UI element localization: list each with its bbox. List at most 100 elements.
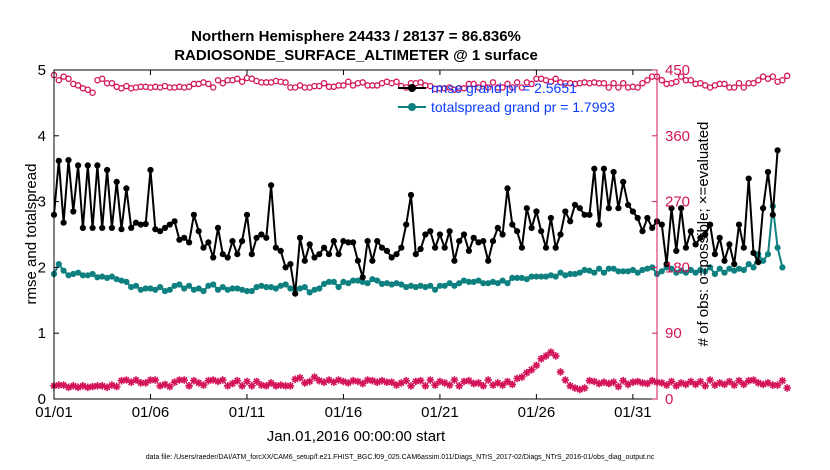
totalspread-point	[147, 285, 154, 292]
rmse-point	[673, 247, 680, 254]
totalspread-point	[137, 286, 144, 293]
y-tick-label: 5	[38, 62, 46, 79]
obs-evaluated-point	[194, 379, 203, 387]
obs-evaluated-point	[436, 377, 444, 386]
x-axis-label: Jan.01,2016 00:00:00 start	[267, 428, 446, 445]
totalspread-point	[480, 280, 487, 287]
totalspread-point	[301, 284, 308, 291]
rmse-point	[518, 244, 526, 251]
obs-evaluated-point	[465, 376, 473, 385]
plot-frame	[53, 69, 658, 400]
obs-evaluated-point	[445, 381, 454, 389]
obs-evaluated-point	[725, 377, 734, 386]
obs-evaluated-point	[305, 377, 314, 386]
obs-evaluated-point	[715, 379, 724, 387]
rmse-point	[678, 205, 685, 212]
obs-evaluated-point	[315, 376, 324, 385]
totalspread-point	[412, 284, 419, 291]
totalspread-point	[248, 288, 255, 295]
obs-evaluated-point	[440, 379, 449, 387]
totalspread-point	[779, 264, 786, 271]
totalspread-point	[456, 280, 463, 287]
rmse-point	[620, 178, 627, 185]
rmse-point	[152, 226, 159, 233]
totalspread-point	[552, 273, 559, 280]
rmse-point	[740, 244, 747, 251]
obs-evaluated-point	[638, 379, 647, 387]
totalspread-point	[200, 288, 207, 295]
totalspread-point	[596, 265, 603, 272]
obs-evaluated-point	[503, 377, 512, 386]
obs-evaluated-point	[590, 377, 599, 386]
obs-evaluated-point	[363, 376, 372, 384]
rmse-point	[132, 219, 140, 226]
totalspread-point	[634, 269, 641, 276]
obs-evaluated-point	[547, 348, 555, 356]
obs-evaluated-point	[624, 380, 632, 389]
rmse-point	[277, 247, 284, 254]
x-tick-label: 01/26	[518, 404, 556, 421]
rmse-point	[176, 236, 183, 243]
y-right-tick-label: 270	[665, 194, 690, 211]
totalspread-point	[514, 274, 521, 281]
totalspread-point	[263, 284, 270, 291]
obs-evaluated-point	[711, 381, 719, 389]
totalspread-point	[489, 278, 497, 285]
totalspread-point	[658, 268, 665, 275]
totalspread-point	[697, 266, 704, 274]
rmse-point	[760, 205, 767, 212]
rmse-point	[721, 257, 728, 264]
obs-evaluated-point	[59, 381, 68, 389]
rmse-point	[499, 231, 506, 238]
totalspread-point	[287, 285, 294, 292]
rmse-point	[407, 191, 415, 199]
totalspread-point	[745, 261, 752, 268]
obs-evaluated-point	[484, 376, 492, 384]
obs-possible-point	[779, 76, 786, 84]
rmse-point	[644, 214, 651, 222]
totalspread-point	[499, 277, 506, 284]
obs-evaluated-point	[460, 377, 468, 386]
obs-evaluated-point	[498, 381, 507, 389]
obs-possible-point	[552, 75, 559, 83]
totalspread-point	[296, 285, 304, 292]
obs-evaluated-point	[74, 383, 82, 392]
rmse-point	[113, 178, 120, 185]
totalspread-point	[760, 257, 767, 264]
rmse-point	[239, 238, 246, 245]
rmse-point	[123, 185, 130, 192]
rmse-point	[350, 239, 357, 246]
obs-possible-point	[755, 76, 762, 84]
totalspread-point	[750, 264, 757, 271]
obs-evaluated-point	[301, 379, 309, 387]
obs-possible-point	[108, 79, 116, 87]
rmse-point	[393, 251, 400, 258]
rmse-point	[75, 162, 82, 169]
totalspread-point	[533, 273, 540, 280]
rmse-point	[523, 205, 530, 212]
totalspread-point	[547, 272, 555, 279]
totalspread-point	[702, 268, 709, 275]
totalspread-point	[350, 277, 357, 284]
obs-evaluated-point	[69, 382, 78, 390]
obs-evaluated-point	[556, 368, 565, 376]
totalspread-point	[740, 266, 747, 274]
obs-evaluated-point	[233, 376, 242, 385]
y-tick-label: 4	[38, 128, 46, 145]
rmse-point	[374, 238, 381, 245]
rmse-point	[639, 228, 646, 235]
totalspread-point	[562, 272, 569, 279]
rmse-point	[369, 257, 376, 264]
obs-possible-point	[634, 84, 641, 91]
rmse-point	[716, 234, 723, 241]
totalspread-point	[157, 284, 164, 291]
obs-evaluated-point	[199, 381, 208, 389]
obs-evaluated-point	[783, 384, 791, 392]
obs-possible-point	[504, 80, 511, 88]
rmse-point	[533, 208, 540, 215]
obs-evaluated-point	[383, 378, 391, 386]
obs-evaluated-point	[175, 376, 184, 384]
obs-evaluated-point	[672, 382, 681, 390]
rmse-point	[562, 208, 569, 215]
rmse-point	[301, 257, 308, 264]
